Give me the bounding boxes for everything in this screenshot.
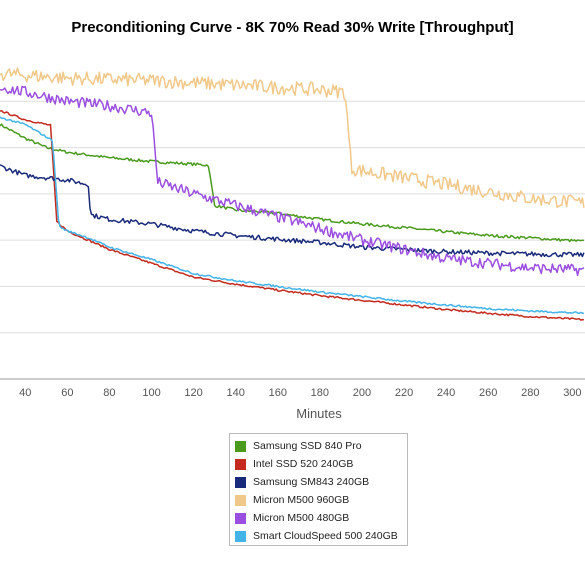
legend-swatch: [235, 530, 246, 542]
legend-label: Samsung SSD 840 Pro: [253, 440, 362, 452]
x-tick-label: 240: [437, 387, 455, 399]
x-tick-label: 120: [184, 387, 202, 399]
legend-item: Micron M500 480GB: [235, 509, 407, 527]
legend-swatch: [235, 512, 246, 524]
legend-label: Samsung SM843 240GB: [253, 476, 370, 488]
x-tick-label: 60: [61, 387, 73, 399]
x-tick-label: 100: [142, 387, 160, 399]
x-tick-label: 300: [563, 387, 581, 399]
series-line: [0, 67, 585, 208]
series-lines: [0, 67, 585, 321]
legend-label: Micron M500 960GB: [253, 494, 350, 506]
grid-lines: [0, 100, 585, 334]
chart-title: Preconditioning Curve - 8K 70% Read 30% …: [71, 19, 514, 36]
x-tick-label: 80: [103, 387, 115, 399]
legend-swatch: [235, 440, 246, 452]
legend-swatch: [235, 458, 246, 470]
legend-swatch: [235, 494, 246, 506]
x-tick-label: 180: [311, 387, 329, 399]
legend-item: Samsung SSD 840 Pro: [235, 437, 407, 455]
legend-swatch: [235, 476, 246, 488]
series-line: [0, 116, 585, 315]
x-tick-label: 140: [227, 387, 245, 399]
legend-label: Micron M500 480GB: [253, 512, 350, 524]
legend-item: Smart CloudSpeed 500 240GB: [235, 527, 407, 545]
legend-item: Intel SSD 520 240GB: [235, 455, 407, 473]
x-tick-label: 40: [19, 387, 31, 399]
series-line: [0, 123, 585, 243]
x-tick-label: 280: [521, 387, 539, 399]
series-line: [0, 85, 585, 277]
x-tick-label: 220: [395, 387, 413, 399]
series-line: [0, 164, 585, 258]
legend-label: Intel SSD 520 240GB: [253, 458, 354, 470]
x-axis-title: Minutes: [296, 406, 342, 421]
legend-item: Micron M500 960GB: [235, 491, 407, 509]
x-tick-label: 260: [479, 387, 497, 399]
legend-label: Smart CloudSpeed 500 240GB: [253, 530, 398, 542]
x-tick-labels: 40 60 80 100 120 140 160 180 200 220 240 260 280 300: [19, 387, 581, 399]
legend: Samsung SSD 840 Pro Intel SSD 520 240GB Sa…: [229, 433, 408, 546]
legend-item: Samsung SM843 240GB: [235, 473, 407, 491]
x-tick-label: 160: [269, 387, 287, 399]
series-line: [0, 109, 584, 321]
x-tick-label: 200: [353, 387, 371, 399]
